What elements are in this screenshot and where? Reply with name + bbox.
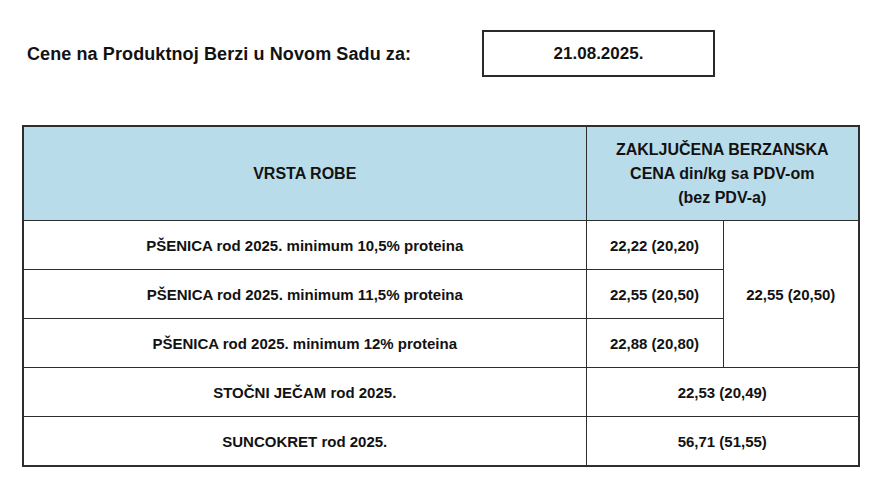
date-field[interactable]: 21.08.2025. (482, 30, 715, 77)
price-cell: 22,53 (20,49) (586, 368, 859, 417)
table-row: PŠENICA rod 2025. minimum 10,5% proteina… (23, 221, 859, 270)
column-header-price: ZAKLJUČENA BERZANSKA CENA din/kg sa PDV-… (586, 126, 859, 221)
date-value: 21.08.2025. (554, 44, 644, 64)
product-cell: PŠENICA rod 2025. minimum 10,5% proteina (23, 221, 586, 270)
title-bar: Cene na Produktnoj Berzi u Novom Sadu za… (0, 0, 878, 100)
page-title: Cene na Produktnoj Berzi u Novom Sadu za… (27, 44, 411, 65)
merged-wheat-price-cell: 22,55 (20,50) (723, 221, 859, 368)
product-cell: PŠENICA rod 2025. minimum 12% proteina (23, 319, 586, 368)
table-row: STOČNI JEČAM rod 2025. 22,53 (20,49) (23, 368, 859, 417)
price-cell: 56,71 (51,55) (586, 417, 859, 467)
price-cell: 22,22 (20,20) (586, 221, 723, 270)
product-cell: PŠENICA rod 2025. minimum 11,5% proteina (23, 270, 586, 319)
price-cell: 22,88 (20,80) (586, 319, 723, 368)
product-cell: STOČNI JEČAM rod 2025. (23, 368, 586, 417)
price-table: VRSTA ROBE ZAKLJUČENA BERZANSKA CENA din… (22, 125, 860, 467)
product-cell: SUNCOKRET rod 2025. (23, 417, 586, 467)
price-cell: 22,55 (20,50) (586, 270, 723, 319)
table-header-row: VRSTA ROBE ZAKLJUČENA BERZANSKA CENA din… (23, 126, 859, 221)
column-header-product: VRSTA ROBE (23, 126, 586, 221)
table-row: SUNCOKRET rod 2025. 56,71 (51,55) (23, 417, 859, 467)
